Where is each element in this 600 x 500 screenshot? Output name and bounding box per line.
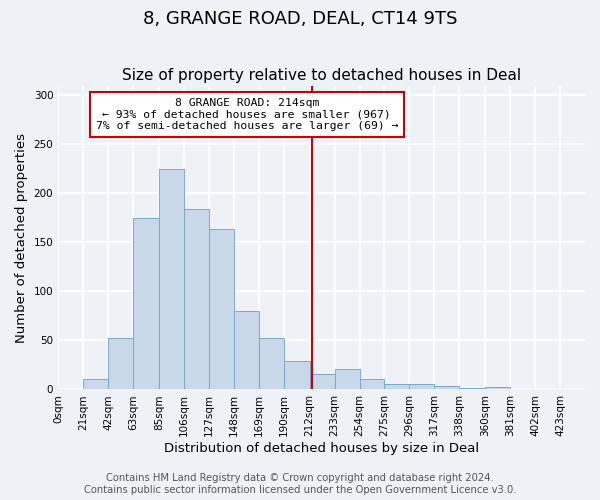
Bar	[284, 361, 310, 390]
Y-axis label: Number of detached properties: Number of detached properties	[15, 132, 28, 342]
Text: 8 GRANGE ROAD: 214sqm
← 93% of detached houses are smaller (967)
7% of semi-deta: 8 GRANGE ROAD: 214sqm ← 93% of detached …	[95, 98, 398, 131]
Bar	[159, 169, 184, 390]
Bar	[335, 369, 359, 390]
Bar	[310, 374, 335, 390]
Bar	[234, 311, 259, 390]
Bar	[259, 338, 284, 390]
Bar	[359, 378, 385, 390]
Bar	[133, 218, 159, 390]
Bar	[209, 228, 234, 390]
Bar	[485, 388, 510, 390]
X-axis label: Distribution of detached houses by size in Deal: Distribution of detached houses by size …	[164, 442, 479, 455]
Bar	[108, 338, 133, 390]
Bar	[385, 384, 409, 390]
Bar	[459, 388, 485, 390]
Bar	[434, 386, 459, 390]
Bar	[409, 384, 434, 390]
Text: Contains HM Land Registry data © Crown copyright and database right 2024.
Contai: Contains HM Land Registry data © Crown c…	[84, 474, 516, 495]
Text: 8, GRANGE ROAD, DEAL, CT14 9TS: 8, GRANGE ROAD, DEAL, CT14 9TS	[143, 10, 457, 28]
Bar	[83, 378, 108, 390]
Title: Size of property relative to detached houses in Deal: Size of property relative to detached ho…	[122, 68, 521, 83]
Bar	[184, 209, 209, 390]
